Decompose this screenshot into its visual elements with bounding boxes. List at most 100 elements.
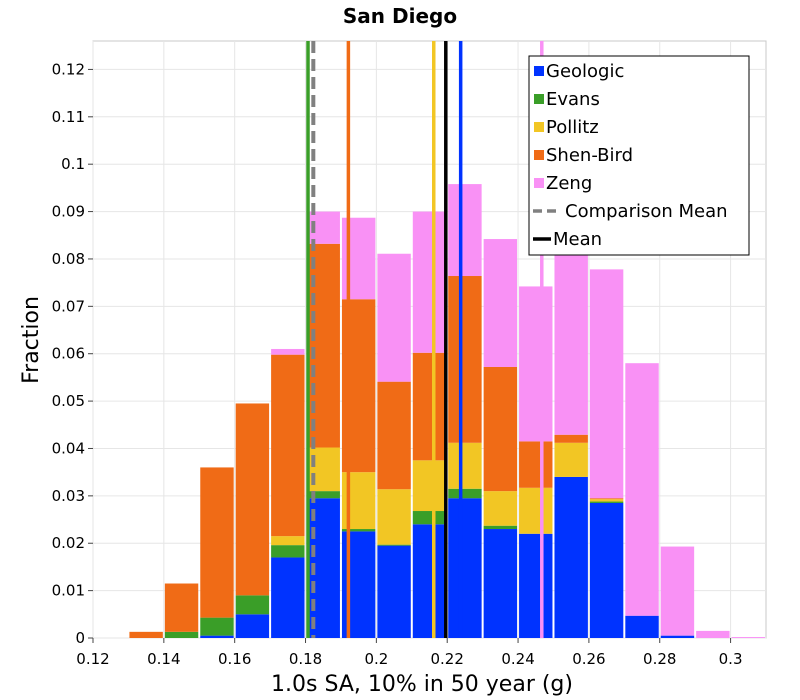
bar-shen-bird-bin-3 [235,403,270,596]
stacked-bars [129,184,765,638]
bar-shen-bird-bin-7 [377,381,411,490]
bar-geologic-bin-8 [412,524,447,638]
x-tick-label-7: 0.26 [572,650,605,668]
bar-evans-bin-6 [341,529,376,532]
y-tick-label-6: 0.06 [52,345,85,363]
bar-pollitz-bin-8 [412,460,447,512]
bar-geologic-bin-10 [483,529,518,638]
bar-geologic-bin-2 [200,635,234,638]
bar-shen-bird-bin-13 [589,498,624,500]
x-tick-label-3: 0.18 [289,650,322,668]
legend-box [528,55,750,256]
bar-zeng-bin-8 [412,211,447,353]
legend-label-comparison-mean: Comparison Mean [565,201,728,222]
bar-geologic-bin-11 [519,533,553,638]
y-tick-label-2: 0.02 [52,534,85,552]
y-tick-label-11: 0.11 [52,108,85,126]
bar-geologic-bin-15 [660,635,695,638]
legend-label-mean: Mean [553,229,602,250]
bar-zeng-bin-16 [696,630,730,638]
x-tick-label-2: 0.16 [218,650,251,668]
y-tick-label-9: 0.09 [52,203,85,221]
x-axis-ticks: 0.12 0.14 0.16 0.18 0.2 0.22 0.24 0.26 0.28 0.3 [76,638,743,668]
bar-geologic-bin-9 [448,498,482,638]
bar-zeng-bin-4 [271,348,305,355]
y-tick-label-7: 0.07 [52,297,85,315]
legend-label-shen-bird: Shen-Bird [546,145,633,166]
y-tick-label-5: 0.05 [52,392,85,410]
x-tick-label-4: 0.2 [364,650,388,668]
legend-swatch-shen-bird [534,150,544,160]
bar-evans-bin-7 [377,544,411,546]
bar-zeng-bin-17 [731,637,765,638]
y-tick-label-1: 0.01 [52,582,85,600]
bar-pollitz-bin-12 [554,442,588,477]
y-tick-label-4: 0.04 [52,439,85,457]
mean-lines [306,41,544,638]
bar-geologic-bin-7 [377,545,411,638]
bar-pollitz-bin-4 [271,536,305,546]
x-tick-label-0: 0.12 [76,650,109,668]
bar-shen-bird-bin-9 [448,276,482,443]
bar-evans-bin-5 [306,491,340,499]
legend-swatch-pollitz [534,122,544,132]
x-tick-label-8: 0.28 [643,650,676,668]
legend-swatch-evans [534,94,544,104]
y-tick-label-3: 0.03 [52,487,85,505]
chart-title: San Diego [343,4,457,28]
y-tick-label-0: 0 [75,629,85,647]
bar-shen-bird-bin-1 [164,583,199,632]
y-axis-ticks: 0 0.01 0.02 0.03 0.04 0.05 0.06 0.07 0.08 0.09 0.1… [52,60,93,647]
y-tick-label-12: 0.12 [52,60,85,78]
bar-shen-bird-bin-12 [554,434,588,443]
x-tick-label-5: 0.22 [431,650,464,668]
bar-zeng-bin-12 [554,249,588,435]
bar-shen-bird-bin-11 [519,441,553,488]
bar-zeng-bin-10 [483,239,518,367]
legend-swatch-zeng [534,178,544,188]
bar-pollitz-bin-10 [483,491,518,526]
bar-geologic-bin-13 [589,502,624,638]
bar-evans-bin-10 [483,525,518,530]
bar-zeng-bin-9 [448,184,482,277]
x-tick-label-9: 0.3 [719,650,743,668]
legend-label-geologic: Geologic [546,61,624,82]
legend-label-zeng: Zeng [546,173,592,194]
legend: Geologic Evans Pollitz Shen-Bird Zeng Compari… [528,55,750,256]
bar-zeng-bin-11 [519,286,553,442]
bar-shen-bird-bin-10 [483,366,518,492]
bar-zeng-bin-15 [660,546,695,636]
bar-evans-bin-13 [589,501,624,503]
bar-geologic-bin-4 [271,557,305,638]
bar-pollitz-bin-13 [589,499,624,502]
legend-label-pollitz: Pollitz [546,117,599,138]
bar-zeng-bin-7 [377,253,411,382]
bar-evans-bin-4 [271,545,305,558]
bar-shen-bird-bin-2 [200,467,234,618]
x-axis-label: 1.0s SA, 10% in 50 year (g) [271,672,573,697]
bar-evans-bin-9 [448,488,482,499]
y-tick-label-10: 0.1 [61,155,85,173]
bar-pollitz-bin-9 [448,442,482,489]
legend-label-evans: Evans [546,89,600,110]
bar-evans-bin-3 [235,595,270,615]
bar-pollitz-bin-7 [377,489,411,545]
bar-geologic-bin-12 [554,476,588,638]
bar-pollitz-bin-11 [519,487,553,534]
bar-geologic-bin-3 [235,614,270,638]
y-tick-label-8: 0.08 [52,250,85,268]
bar-zeng-bin-13 [589,269,624,499]
bar-evans-bin-2 [200,617,234,636]
bar-shen-bird-bin-4 [271,354,305,537]
bar-evans-bin-1 [164,631,199,638]
bar-shen-bird-bin-8 [412,352,447,461]
y-axis-label: Fraction [19,296,44,384]
legend-swatch-geologic [534,66,544,76]
bar-geologic-bin-14 [625,615,659,638]
bar-zeng-bin-14 [625,363,659,616]
x-tick-label-6: 0.24 [501,650,534,668]
bar-shen-bird-bin-5 [306,243,340,448]
bar-evans-bin-8 [412,511,447,525]
x-tick-label-1: 0.14 [147,650,180,668]
